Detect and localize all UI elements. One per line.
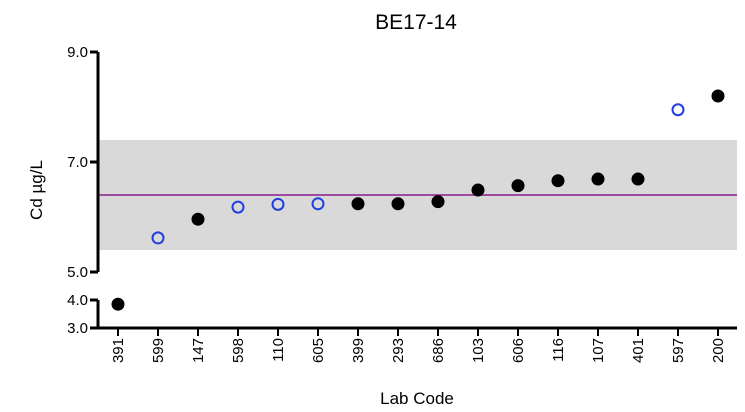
data-point-open xyxy=(271,197,285,211)
x-tick-label: 116 xyxy=(550,338,567,362)
y-tick-label: 3.0 xyxy=(67,320,88,337)
x-tick-label: 200 xyxy=(710,338,727,363)
x-axis-label: Lab Code xyxy=(380,389,454,408)
x-tick-label: 598 xyxy=(230,338,247,363)
data-point-open xyxy=(671,103,685,117)
x-tick-label: 599 xyxy=(150,338,167,363)
data-point-filled xyxy=(711,89,725,103)
x-tick-label: 605 xyxy=(310,338,327,363)
y-tick-label: 9.0 xyxy=(67,44,88,61)
data-point-open xyxy=(231,200,245,214)
x-tick-label: 399 xyxy=(350,338,367,363)
data-point-filled xyxy=(631,172,645,186)
y-axis-label: Cd µg/L xyxy=(27,160,46,220)
data-point-filled xyxy=(551,174,565,188)
x-tick-label: 597 xyxy=(670,338,687,363)
x-tick-label: 606 xyxy=(510,338,527,363)
data-point-filled xyxy=(511,179,525,193)
x-tick-label: 686 xyxy=(430,338,447,363)
data-point-filled xyxy=(191,212,205,226)
x-tick-label: 391 xyxy=(110,338,127,363)
chart-title: BE17-14 xyxy=(375,11,457,34)
x-tick-label: 401 xyxy=(630,338,647,363)
x-tick-label: 107 xyxy=(590,338,607,363)
data-point-filled xyxy=(391,197,405,211)
x-tick-label: 110 xyxy=(270,338,287,362)
data-point-filled xyxy=(431,195,445,209)
data-point-open xyxy=(311,197,325,211)
data-point-open xyxy=(151,231,165,245)
y-tick-label: 5.0 xyxy=(67,264,88,281)
data-point-filled xyxy=(471,183,485,197)
x-tick-label: 103 xyxy=(470,338,487,363)
data-point-filled xyxy=(591,172,605,186)
data-point-filled xyxy=(111,297,125,311)
x-tick-label: 147 xyxy=(190,338,207,363)
y-tick-label: 4.0 xyxy=(67,292,88,309)
y-tick-label: 7.0 xyxy=(67,154,88,171)
x-tick-label: 293 xyxy=(390,338,407,363)
data-point-filled xyxy=(351,197,365,211)
